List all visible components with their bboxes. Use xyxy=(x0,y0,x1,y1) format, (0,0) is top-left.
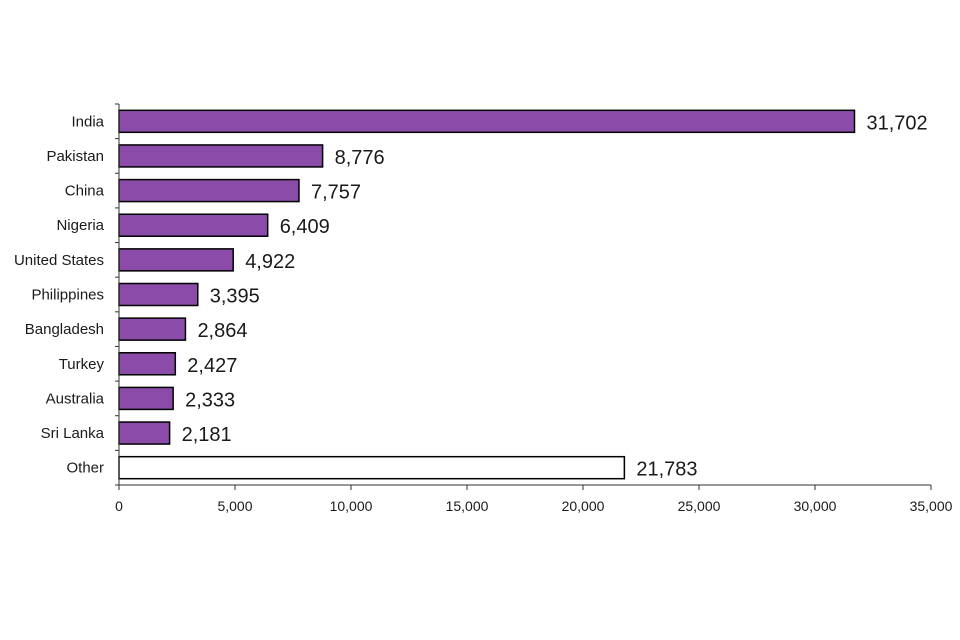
category-label-australia: Australia xyxy=(46,390,105,407)
bar-philippines xyxy=(118,282,199,307)
x-tick-label: 25,000 xyxy=(678,498,721,514)
value-label-pakistan: 8,776 xyxy=(335,147,385,169)
value-label-china: 7,757 xyxy=(311,182,361,204)
labels-layer: India 31,702 Pakistan 8,776 China 7,757 Nigeri… xyxy=(14,112,953,514)
category-label-pakistan: Pakistan xyxy=(46,148,104,165)
bar-bangladesh xyxy=(118,317,187,341)
category-label-nigeria: Nigeria xyxy=(56,217,104,234)
bar-pakistan xyxy=(118,144,324,168)
bar-other xyxy=(118,455,626,480)
axes xyxy=(115,103,932,490)
bar-china xyxy=(118,178,300,203)
bar-sri-lanka xyxy=(118,421,171,445)
category-label-sri-lanka: Sri Lanka xyxy=(41,425,105,442)
category-label-china: China xyxy=(65,183,105,200)
x-tick-label: 5,000 xyxy=(217,498,252,514)
bar-australia xyxy=(118,386,174,411)
value-label-other: 21,783 xyxy=(636,459,697,481)
category-label-india: India xyxy=(71,113,104,130)
value-label-united-states: 4,922 xyxy=(245,251,295,273)
value-label-india: 31,702 xyxy=(866,112,927,134)
x-tick-label: 0 xyxy=(115,498,123,514)
x-tick-label: 10,000 xyxy=(330,498,373,514)
bar-nigeria xyxy=(118,213,269,237)
value-label-sri-lanka: 2,181 xyxy=(182,424,232,446)
value-label-nigeria: 6,409 xyxy=(280,216,330,238)
x-tick-label: 20,000 xyxy=(562,498,605,514)
value-label-philippines: 3,395 xyxy=(210,286,260,308)
bar-united-states xyxy=(118,248,234,272)
value-label-australia: 2,333 xyxy=(185,389,235,411)
x-tick-label: 35,000 xyxy=(910,498,953,514)
bar-turkey xyxy=(118,352,177,376)
x-tick-label: 30,000 xyxy=(794,498,837,514)
bar-india xyxy=(118,109,856,134)
category-label-bangladesh: Bangladesh xyxy=(25,321,104,338)
category-label-other: Other xyxy=(66,460,104,477)
value-label-bangladesh: 2,864 xyxy=(197,320,247,342)
category-label-united-states: United States xyxy=(14,252,104,269)
x-tick-label: 15,000 xyxy=(446,498,489,514)
category-label-turkey: Turkey xyxy=(59,356,105,373)
value-label-turkey: 2,427 xyxy=(187,355,237,377)
category-label-philippines: Philippines xyxy=(31,287,104,304)
